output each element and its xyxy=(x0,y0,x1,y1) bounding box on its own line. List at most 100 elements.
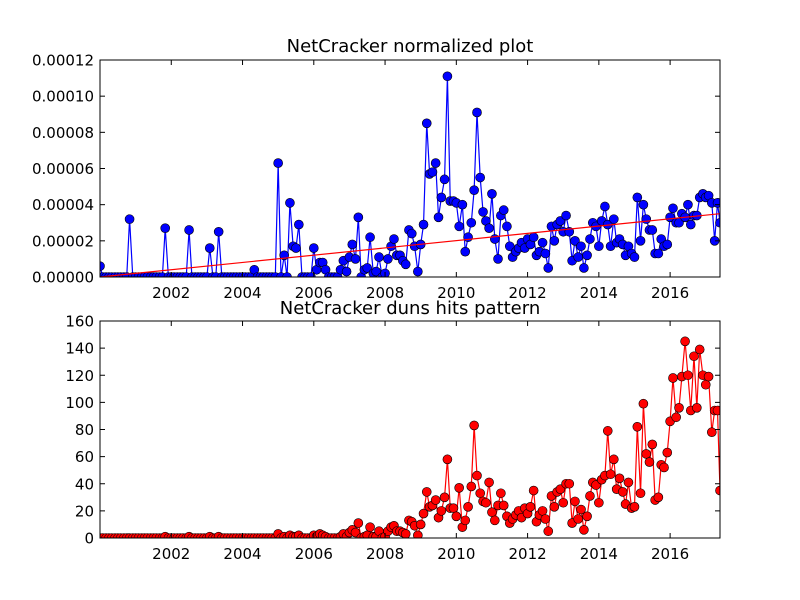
normalized-data-point xyxy=(715,217,720,228)
duns-hits-y-tick-label: 40 xyxy=(75,475,94,493)
normalized-data-point xyxy=(100,261,105,271)
normalized-data-point xyxy=(685,219,696,230)
duns-hits-data-point xyxy=(475,488,486,499)
duns-hits-data-point xyxy=(674,402,684,413)
duns-hits-data-point xyxy=(638,398,649,409)
duns-hits-data-point xyxy=(683,370,693,381)
duns-hits-y-tick-label: 160 xyxy=(65,313,94,331)
duns-hits-data-point xyxy=(430,495,441,505)
duns-hits-data-point xyxy=(582,511,592,522)
duns-hits-data-point xyxy=(451,511,462,522)
normalized-data-point xyxy=(635,236,646,246)
duns-hits-data-point xyxy=(641,449,652,459)
normalized-data-point xyxy=(653,248,664,259)
normalized-data-point xyxy=(350,254,361,264)
normalized-data-point xyxy=(291,243,301,253)
duns-hits-data-point xyxy=(528,485,539,496)
duns-hits-data-point xyxy=(715,485,720,496)
duns-hits-data-point xyxy=(644,457,655,467)
duns-hits-x-tick-label: 2008 xyxy=(366,545,404,563)
normalized-y-tick-label: 0.00002 xyxy=(32,232,94,250)
duns-hits-data-point xyxy=(540,514,551,524)
duns-hits-data-point xyxy=(692,402,702,413)
duns-hits-data-point xyxy=(365,522,375,532)
duns-hits-data-point xyxy=(454,483,464,493)
duns-hits-x-tick-label: 2006 xyxy=(295,545,333,563)
normalized-y-tick-label: 0.00004 xyxy=(32,196,94,214)
duns-hits-x-tick-label: 2014 xyxy=(580,545,618,563)
duns-hits-data-point xyxy=(647,439,658,450)
duns-hits-data-point xyxy=(418,508,429,519)
duns-hits-data-point xyxy=(436,506,447,516)
normalized-data-point xyxy=(273,158,283,168)
duns-hits-data-point xyxy=(353,518,364,528)
normalized-data-point xyxy=(594,241,604,252)
duns-hits-data-point xyxy=(439,492,450,503)
normalized-trend-line xyxy=(100,213,720,277)
normalized-data-point xyxy=(454,221,464,232)
duns-hits-data-point xyxy=(498,500,509,511)
duns-hits-plot-axes: 2002 2004 2006 2008 2010 2012 2014 2016 0 20 40 60 8… xyxy=(65,313,721,563)
duns-hits-data-point xyxy=(460,515,471,526)
normalized-data-point xyxy=(353,212,364,223)
normalized-data-point xyxy=(430,158,441,168)
duns-hits-data-point xyxy=(576,504,586,515)
normalized-data-point xyxy=(502,221,512,232)
duns-hits-data-point xyxy=(481,497,491,508)
duns-hits-data-point xyxy=(680,336,690,347)
duns-hits-data-point xyxy=(668,373,678,383)
normalized-data-point xyxy=(469,185,479,195)
normalized-plot: NetCracker normalized plot 2002 2004 2006 2… xyxy=(32,36,721,302)
duns-hits-x-tick-label: 2016 xyxy=(651,545,689,563)
duns-hits-data-point xyxy=(448,503,459,513)
normalized-data-point xyxy=(487,189,497,199)
normalized-data-point xyxy=(341,266,352,277)
normalized-data-point xyxy=(418,219,429,230)
duns-hits-data-point xyxy=(671,412,681,423)
normalized-y-tick-label: 0.00010 xyxy=(32,88,94,106)
duns-hits-data-point xyxy=(632,421,643,432)
normalized-data-point xyxy=(421,118,432,129)
duns-hits-data-point xyxy=(602,426,613,436)
normalized-y-tick-label: 0.00008 xyxy=(32,124,94,142)
normalized-data-point xyxy=(433,212,444,223)
duns-hits-data-point xyxy=(543,526,554,537)
duns-hits-data-point xyxy=(689,351,699,362)
duns-hits-data-point xyxy=(579,525,589,535)
normalized-y-tick-label: 0.00012 xyxy=(32,52,94,70)
normalized-data-point xyxy=(585,234,595,244)
normalized-data-point xyxy=(383,254,393,264)
normalized-plot-marks xyxy=(100,71,720,277)
duns-hits-data-point xyxy=(629,502,640,512)
duns-hits-x-tick-label: 2004 xyxy=(223,545,261,563)
normalized-data-point xyxy=(213,226,224,237)
normalized-data-point xyxy=(540,248,551,259)
duns-hits-plot-marks xyxy=(100,336,720,538)
normalized-data-point xyxy=(282,272,292,277)
normalized-data-point xyxy=(493,254,503,264)
normalized-data-point xyxy=(668,203,678,214)
normalized-data-point xyxy=(576,241,586,252)
normalized-data-point xyxy=(308,243,319,253)
duns-hits-data-point xyxy=(609,454,619,465)
normalized-data-point xyxy=(347,239,358,250)
duns-hits-data-point xyxy=(659,462,669,473)
duns-hits-data-point xyxy=(489,515,500,526)
duns-hits-data-point xyxy=(484,477,494,488)
duns-hits-y-tick-label: 100 xyxy=(65,394,94,412)
duns-hits-x-tick-label: 2010 xyxy=(437,545,475,563)
normalized-data-point xyxy=(285,198,295,208)
normalized-data-point xyxy=(427,167,438,177)
normalized-data-point xyxy=(638,199,649,210)
duns-hits-data-point xyxy=(573,514,583,524)
duns-hits-data-point xyxy=(413,530,423,538)
duns-hits-data-point xyxy=(463,502,473,512)
duns-hits-y-tick-label: 20 xyxy=(75,502,94,520)
normalized-plot-title: NetCracker normalized plot xyxy=(287,36,534,57)
normalized-data-point xyxy=(436,192,447,203)
normalized-data-point xyxy=(647,225,658,235)
duns-hits-data-point xyxy=(623,477,634,488)
normalized-data-point xyxy=(579,263,589,273)
